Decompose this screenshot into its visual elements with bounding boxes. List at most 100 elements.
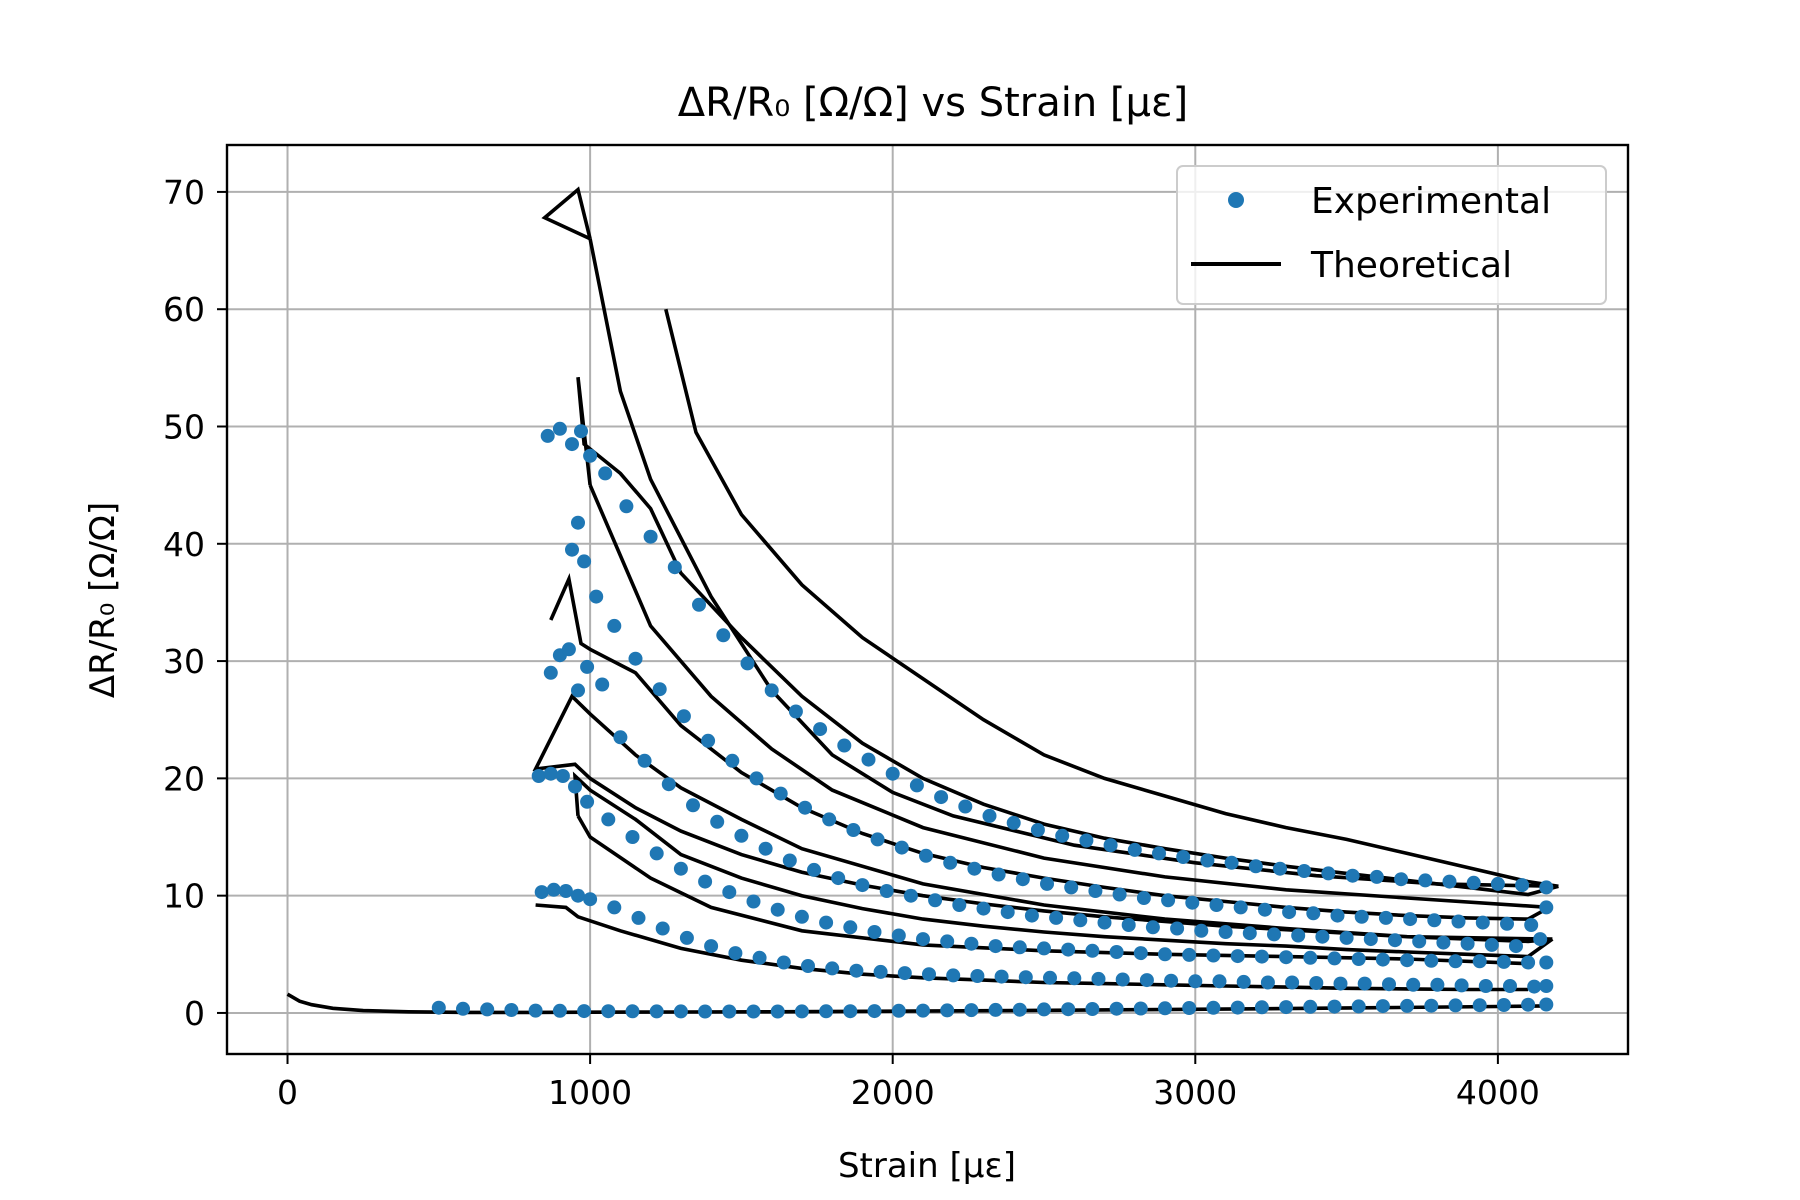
- experimental-point: [607, 900, 622, 915]
- experimental-point: [698, 874, 713, 889]
- experimental-point: [1424, 953, 1439, 968]
- experimental-point: [1006, 815, 1021, 830]
- experimental-point: [1496, 954, 1511, 969]
- experimental-point: [843, 1004, 858, 1019]
- experimental-point: [1315, 929, 1330, 944]
- experimental-point: [676, 709, 691, 724]
- experimental-point: [1472, 954, 1487, 969]
- experimental-point: [643, 529, 658, 544]
- experimental-point: [571, 888, 585, 903]
- experimental-point: [534, 885, 549, 900]
- experimental-point: [855, 878, 870, 893]
- legend: Experimental Theoretical: [1176, 165, 1607, 305]
- experimental-point: [568, 779, 582, 794]
- experimental-point: [722, 1004, 737, 1019]
- x-axis-label: Strain [με]: [838, 1146, 1016, 1186]
- experimental-point: [952, 898, 967, 912]
- experimental-point: [1327, 951, 1342, 966]
- experimental-point: [1112, 887, 1127, 902]
- experimental-point: [1015, 872, 1030, 887]
- experimental-point: [565, 437, 579, 452]
- experimental-point: [728, 946, 743, 961]
- experimental-point: [1460, 936, 1475, 951]
- chart-title: ΔR/R₀ [Ω/Ω] vs Strain [με]: [678, 80, 1188, 126]
- y-tick-label: 30: [163, 642, 205, 681]
- experimental-point: [1242, 926, 1257, 941]
- experimental-point: [994, 969, 1009, 984]
- experimental-point: [1194, 923, 1209, 938]
- experimental-point: [1061, 942, 1076, 957]
- experimental-point: [652, 682, 667, 697]
- experimental-point: [897, 966, 912, 981]
- experimental-point: [1176, 850, 1191, 864]
- experimental-point: [822, 812, 837, 827]
- experimental-point: [625, 1004, 640, 1019]
- x-axis-ticks: 0 1000 2000 3000 4000: [277, 1054, 1540, 1112]
- experimental-point: [673, 1004, 688, 1019]
- experimental-point: [1382, 977, 1396, 992]
- experimental-point: [543, 766, 558, 781]
- experimental-point: [1354, 909, 1369, 924]
- experimental-point: [1067, 971, 1082, 986]
- experimental-point: [861, 752, 876, 767]
- experimental-point: [598, 466, 613, 481]
- experimental-point: [1055, 828, 1070, 843]
- experimental-point: [740, 656, 755, 671]
- experimental-point: [1436, 935, 1451, 950]
- experimental-point: [1291, 928, 1306, 943]
- experimental-point: [1454, 978, 1469, 993]
- legend-theoretical-label: Theoretical: [1310, 245, 1512, 286]
- experimental-point: [1327, 999, 1342, 1014]
- experimental-point: [565, 542, 579, 557]
- legend-box: [1176, 165, 1607, 305]
- x-tick-label: 3000: [1153, 1073, 1237, 1112]
- experimental-point: [528, 1003, 543, 1018]
- experimental-point: [679, 930, 694, 945]
- experimental-point: [1515, 878, 1530, 893]
- experimental-point: [746, 1004, 761, 1019]
- experimental-point: [631, 910, 646, 925]
- experimental-point: [1091, 971, 1106, 986]
- experimental-point: [531, 769, 546, 783]
- theoretical-line: [588, 484, 1550, 910]
- experimental-point: [583, 448, 598, 463]
- experimental-point: [807, 862, 821, 877]
- experimental-point: [1345, 868, 1360, 883]
- experimental-point: [1000, 905, 1015, 920]
- experimental-point: [1230, 1000, 1245, 1015]
- experimental-point: [1012, 1002, 1027, 1017]
- experimental-point: [773, 786, 788, 801]
- experimental-point: [1037, 1002, 1051, 1017]
- experimental-point: [870, 832, 885, 847]
- experimental-point: [770, 902, 785, 917]
- experimental-point: [867, 1004, 882, 1019]
- experimental-point: [1212, 974, 1227, 989]
- x-tick-label: 1000: [548, 1073, 632, 1112]
- experimental-point: [1079, 833, 1094, 848]
- experimental-point: [1121, 918, 1136, 932]
- experimental-point: [1503, 979, 1517, 993]
- experimental-point: [1273, 861, 1287, 876]
- experimental-point: [1375, 999, 1390, 1014]
- experimental-point: [574, 424, 588, 439]
- experimental-point: [1030, 823, 1045, 837]
- experimental-point: [456, 1001, 470, 1016]
- experimental-point: [1509, 939, 1523, 954]
- experimental-point: [1073, 913, 1088, 928]
- experimental-point: [1363, 932, 1378, 947]
- experimental-point: [1254, 1000, 1269, 1015]
- experimental-point: [1127, 842, 1142, 857]
- experimental-point: [1115, 972, 1130, 987]
- plot-area-frame: [225, 143, 1630, 1056]
- experimental-point: [1388, 933, 1402, 948]
- experimental-point: [552, 421, 567, 436]
- experimental-point: [1158, 947, 1172, 962]
- experimental-point: [1139, 973, 1154, 988]
- experimental-point: [928, 893, 943, 908]
- experimental-point: [1330, 908, 1345, 923]
- experimental-point: [1539, 979, 1554, 993]
- experimental-point: [958, 799, 973, 814]
- experimental-point: [798, 800, 812, 815]
- experimental-point: [667, 560, 682, 575]
- experimental-point: [1018, 970, 1033, 985]
